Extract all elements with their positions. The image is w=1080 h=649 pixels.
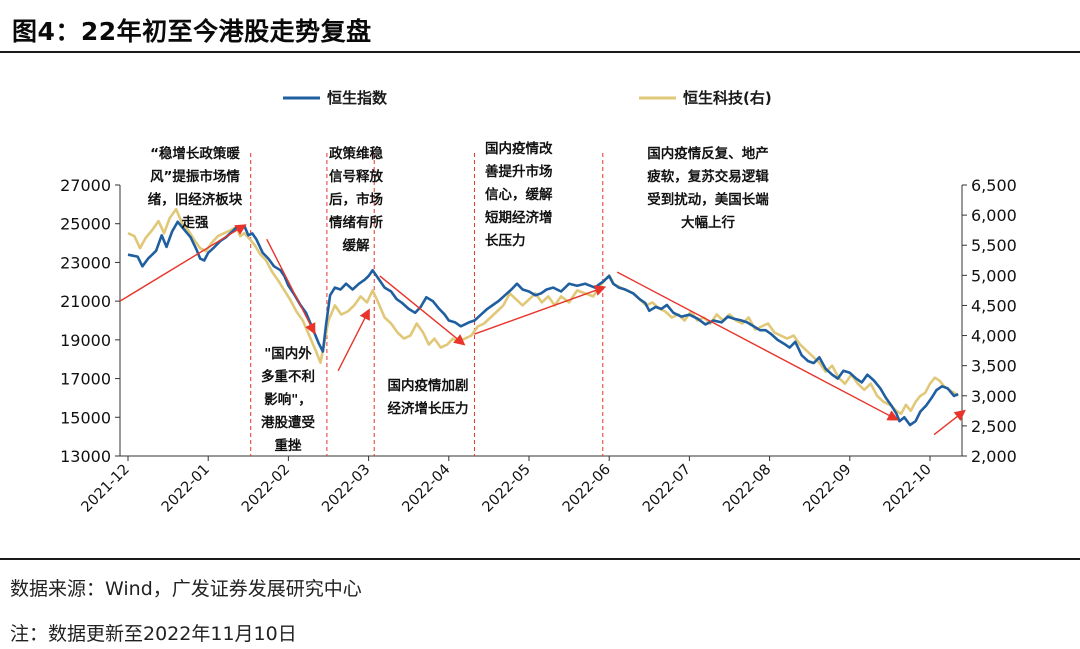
x-tick-label: 2022-04 <box>399 462 453 516</box>
trend-arrow <box>379 275 466 346</box>
update-note: 注：数据更新至2022年11月10日 <box>10 623 297 645</box>
trend-arrow <box>616 271 899 421</box>
right-tick-label: 2,500 <box>971 417 1017 436</box>
left-tick-label: 23000 <box>60 253 111 272</box>
annotation-line: 经济增长压力 <box>388 400 469 417</box>
x-tick-label: 2021-12 <box>79 462 133 516</box>
annotation-line: 国内疫情改 <box>485 140 553 157</box>
x-tick-label: 2022-10 <box>881 462 935 516</box>
right-tick-label: 4,500 <box>971 296 1017 315</box>
right-tick-label: 3,000 <box>971 387 1017 406</box>
annotation-6: 国内疫情加剧 经济增长压力 <box>388 377 469 417</box>
x-tick-label: 2022-01 <box>159 462 213 516</box>
right-tick-label: 2,000 <box>971 447 1017 466</box>
right-tick-label: 5,500 <box>971 236 1017 255</box>
annotation-line: 信心，缓解 <box>485 186 553 203</box>
series-line-hsi <box>127 220 959 427</box>
event-lines <box>250 153 604 456</box>
hsi-hstech-line-chart: 恒生指数 恒生科技(右) 13000 15000 17000 19000 21000 23… <box>60 89 1017 516</box>
annotation-3: 国内疫情改 善提升市场 信心，缓解 短期经济增 长压力 <box>485 140 553 249</box>
left-tick-label: 21000 <box>60 292 111 311</box>
annotation-line: 情绪有所 <box>329 214 383 231</box>
left-tick-label: 17000 <box>60 370 111 389</box>
x-tick-label: 2022-03 <box>319 462 373 516</box>
left-tick-label: 25000 <box>60 215 111 234</box>
left-tick-label: 13000 <box>60 447 111 466</box>
right-tick-label: 4,000 <box>971 327 1017 346</box>
annotation-line: 短期经济增 <box>485 209 553 226</box>
x-tick-label: 2022-06 <box>560 462 614 516</box>
annotation-1: “稳增长政策暖 风”提振市场情 绪，旧经济板块 走强 <box>148 145 243 231</box>
annotation-line: 影响"， <box>264 391 312 408</box>
source-note: 数据来源：Wind，广发证券发展研究中心 <box>10 578 362 600</box>
annotation-line: 国内疫情加剧 <box>388 377 469 394</box>
annotation-line: 重挫 <box>275 437 302 454</box>
trend-arrow <box>337 308 370 372</box>
annotation-2: 政策维稳 信号释放 后，市场 情绪有所 缓解 <box>329 145 383 254</box>
annotation-line: 疲软，复苏交易逻辑 <box>647 168 769 185</box>
left-axis-ticks: 13000 15000 17000 19000 21000 23000 25000 27000 <box>60 176 120 466</box>
x-tick-label: 2022-09 <box>800 462 854 516</box>
trend-arrow <box>474 285 607 335</box>
left-tick-label: 15000 <box>60 408 111 427</box>
annotation-line: 港股遭受 <box>261 414 315 431</box>
annotation-line: 大幅上行 <box>681 214 735 231</box>
trend-arrow <box>119 224 247 302</box>
right-tick-label: 5,000 <box>971 266 1017 285</box>
legend-label-hsi: 恒生指数 <box>327 89 388 107</box>
x-tick-label: 2022-02 <box>239 462 293 516</box>
series-line-hstech <box>127 207 959 416</box>
figure-title: 图4：22年初至今港股走势复盘 <box>12 17 372 46</box>
annotation-line: 风”提振市场情 <box>150 168 240 185</box>
trend-arrow <box>933 409 966 436</box>
legend: 恒生指数 恒生科技(右) <box>283 89 772 107</box>
left-tick-label: 27000 <box>60 176 111 195</box>
trend-arrows <box>119 224 966 436</box>
left-tick-label: 19000 <box>60 331 111 350</box>
annotation-line: 缓解 <box>343 237 370 254</box>
x-tick-label: 2022-07 <box>640 462 694 516</box>
annotation-line: 信号释放 <box>329 168 383 185</box>
annotation-line: 国内疫情反复、地产 <box>647 145 769 162</box>
annotation-line: 多重不利 <box>261 368 315 385</box>
top-rule <box>0 51 1080 53</box>
right-tick-label: 6,500 <box>971 176 1017 195</box>
series-lines <box>127 207 959 427</box>
annotation-5: "国内外 多重不利 影响"， 港股遭受 重挫 <box>261 345 315 454</box>
annotation-line: 政策维稳 <box>329 145 383 162</box>
annotation-line: 绪，旧经济板块 <box>148 191 243 208</box>
x-tick-label: 2022-05 <box>480 462 534 516</box>
right-tick-label: 6,000 <box>971 206 1017 225</box>
right-tick-label: 3,500 <box>971 357 1017 376</box>
annotation-line: 走强 <box>182 215 209 231</box>
x-axis-ticks: 2021-12 2022-01 2022-02 2022-03 2022-04 2022-… <box>79 456 935 516</box>
bottom-rule <box>0 558 1080 560</box>
trend-arrow <box>266 238 316 335</box>
annotation-line: 受到扰动，美国长端 <box>647 191 769 208</box>
legend-label-hstech: 恒生科技(右) <box>683 89 772 107</box>
right-axis-ticks: 2,000 2,500 3,000 3,500 4,000 4,500 5,000 5,500… <box>962 176 1017 466</box>
annotation-line: 善提升市场 <box>485 163 553 180</box>
annotation-line: 后，市场 <box>329 191 383 208</box>
annotation-line: “稳增长政策暖 <box>150 145 240 162</box>
x-tick-label: 2022-08 <box>720 462 774 516</box>
annotation-line: 长压力 <box>485 232 526 249</box>
annotation-4: 国内疫情反复、地产 疲软，复苏交易逻辑 受到扰动，美国长端 大幅上行 <box>647 145 769 231</box>
annotation-line: "国内外 <box>264 345 312 362</box>
